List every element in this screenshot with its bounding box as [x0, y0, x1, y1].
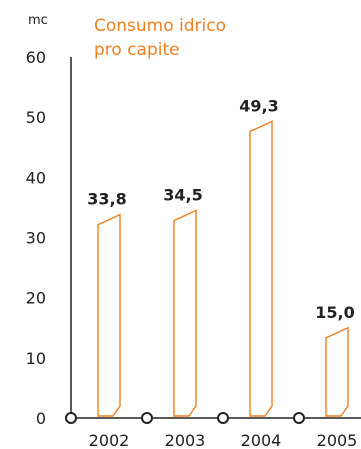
axis-marker-3 — [217, 412, 229, 424]
data-label-2004: 49,3 — [239, 96, 278, 115]
y-tick-label-40: 40 — [26, 168, 46, 187]
data-label-2003: 34,5 — [163, 185, 202, 204]
y-tick-label-30: 30 — [26, 229, 46, 248]
y-tick-label-0: 0 — [36, 409, 46, 428]
x-tick-label-2002: 2002 — [89, 431, 130, 449]
y-axis-unit-label: mc — [28, 13, 48, 28]
y-tick-label-60: 60 — [26, 48, 46, 67]
axis-marker-4 — [293, 412, 305, 424]
x-tick-label-2005: 2005 — [317, 431, 358, 449]
y-tick-labels: 0 10 20 30 40 50 60 — [26, 48, 46, 428]
chart-title-line-1: Consumo idrico — [94, 16, 226, 36]
x-tick-labels: 2002 2003 2004 2005 — [89, 431, 358, 449]
data-label-2002: 33,8 — [87, 190, 126, 209]
x-tick-label-2003: 2003 — [165, 431, 206, 449]
y-tick-label-50: 50 — [26, 108, 46, 127]
axis-marker-1 — [65, 412, 77, 424]
axis-markers — [65, 412, 305, 424]
bar-2004 — [249, 120, 273, 417]
bars — [97, 120, 349, 417]
data-label-2005: 15,0 — [315, 303, 354, 322]
y-tick-label-10: 10 — [26, 349, 46, 368]
bar-2005 — [325, 326, 349, 417]
data-labels: 33,8 34,5 49,3 15,0 — [87, 96, 354, 321]
x-tick-label-2004: 2004 — [241, 431, 282, 449]
bar-2002 — [97, 213, 121, 417]
chart-title-line-2: pro capite — [94, 40, 180, 60]
axis-marker-2 — [141, 412, 153, 424]
bar-2003 — [173, 209, 197, 417]
y-tick-label-20: 20 — [26, 289, 46, 308]
